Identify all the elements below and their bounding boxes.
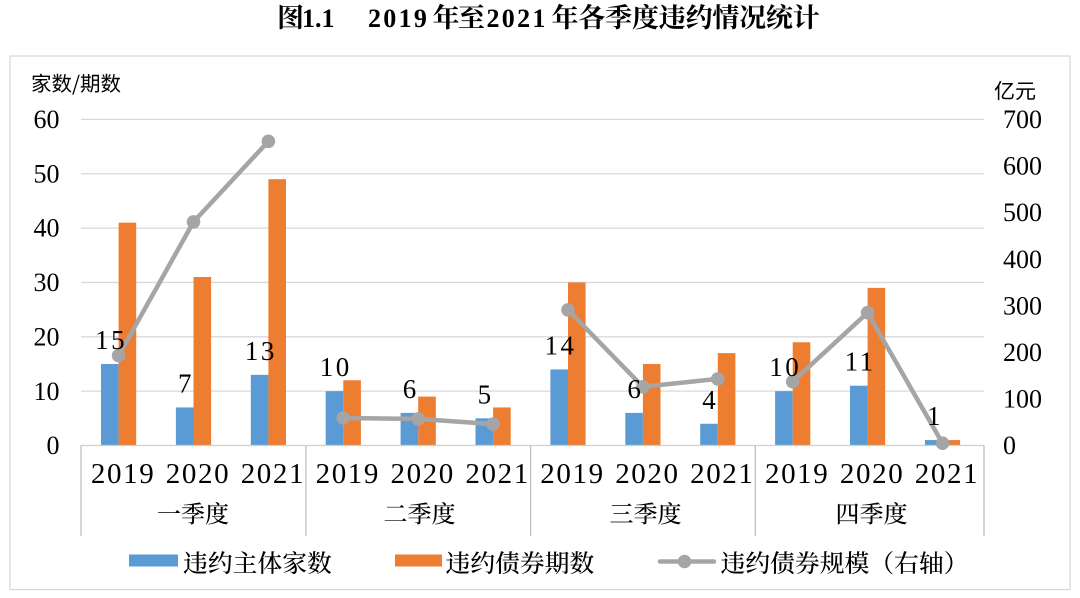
svg-text:60: 60 <box>34 105 60 134</box>
svg-text:700: 700 <box>1003 105 1042 134</box>
svg-text:11: 11 <box>845 347 876 377</box>
svg-text:2021: 2021 <box>241 458 305 490</box>
svg-text:2019: 2019 <box>316 458 380 490</box>
svg-text:13: 13 <box>245 336 277 366</box>
svg-text:0: 0 <box>47 431 60 460</box>
svg-text:5: 5 <box>478 379 494 409</box>
svg-text:2021: 2021 <box>465 458 529 490</box>
svg-text:2021: 2021 <box>690 458 754 490</box>
svg-text:300: 300 <box>1003 291 1042 320</box>
svg-text:15: 15 <box>95 325 127 355</box>
svg-text:10: 10 <box>320 352 352 382</box>
svg-text:2019: 2019 <box>91 458 155 490</box>
svg-text:1.1: 1.1 <box>302 4 335 33</box>
svg-text:50: 50 <box>34 159 60 188</box>
svg-text:20: 20 <box>34 322 60 351</box>
svg-text:2020: 2020 <box>840 458 904 490</box>
svg-text:2019: 2019 <box>540 458 604 490</box>
svg-text:30: 30 <box>34 268 60 297</box>
svg-text:2020: 2020 <box>390 458 454 490</box>
svg-text:40: 40 <box>34 214 60 243</box>
svg-text:2020: 2020 <box>166 458 230 490</box>
svg-text:500: 500 <box>1003 198 1042 227</box>
svg-text:10: 10 <box>769 352 801 382</box>
svg-text:6: 6 <box>627 374 643 404</box>
svg-text:600: 600 <box>1003 152 1042 181</box>
svg-text:2021: 2021 <box>915 458 979 490</box>
svg-text:7: 7 <box>178 369 194 399</box>
svg-text:4: 4 <box>702 385 718 415</box>
svg-text:0: 0 <box>1003 431 1016 460</box>
svg-text:1: 1 <box>927 401 943 431</box>
svg-text:2020: 2020 <box>615 458 679 490</box>
svg-text:200: 200 <box>1003 338 1042 367</box>
svg-text:2019: 2019 <box>765 458 829 490</box>
svg-text:10: 10 <box>34 377 60 406</box>
svg-text:400: 400 <box>1003 245 1042 274</box>
svg-text:14: 14 <box>545 330 577 360</box>
svg-text:2021: 2021 <box>487 4 548 33</box>
svg-text:6: 6 <box>403 374 419 404</box>
svg-text:100: 100 <box>1003 385 1042 414</box>
svg-text:2019: 2019 <box>368 4 429 33</box>
